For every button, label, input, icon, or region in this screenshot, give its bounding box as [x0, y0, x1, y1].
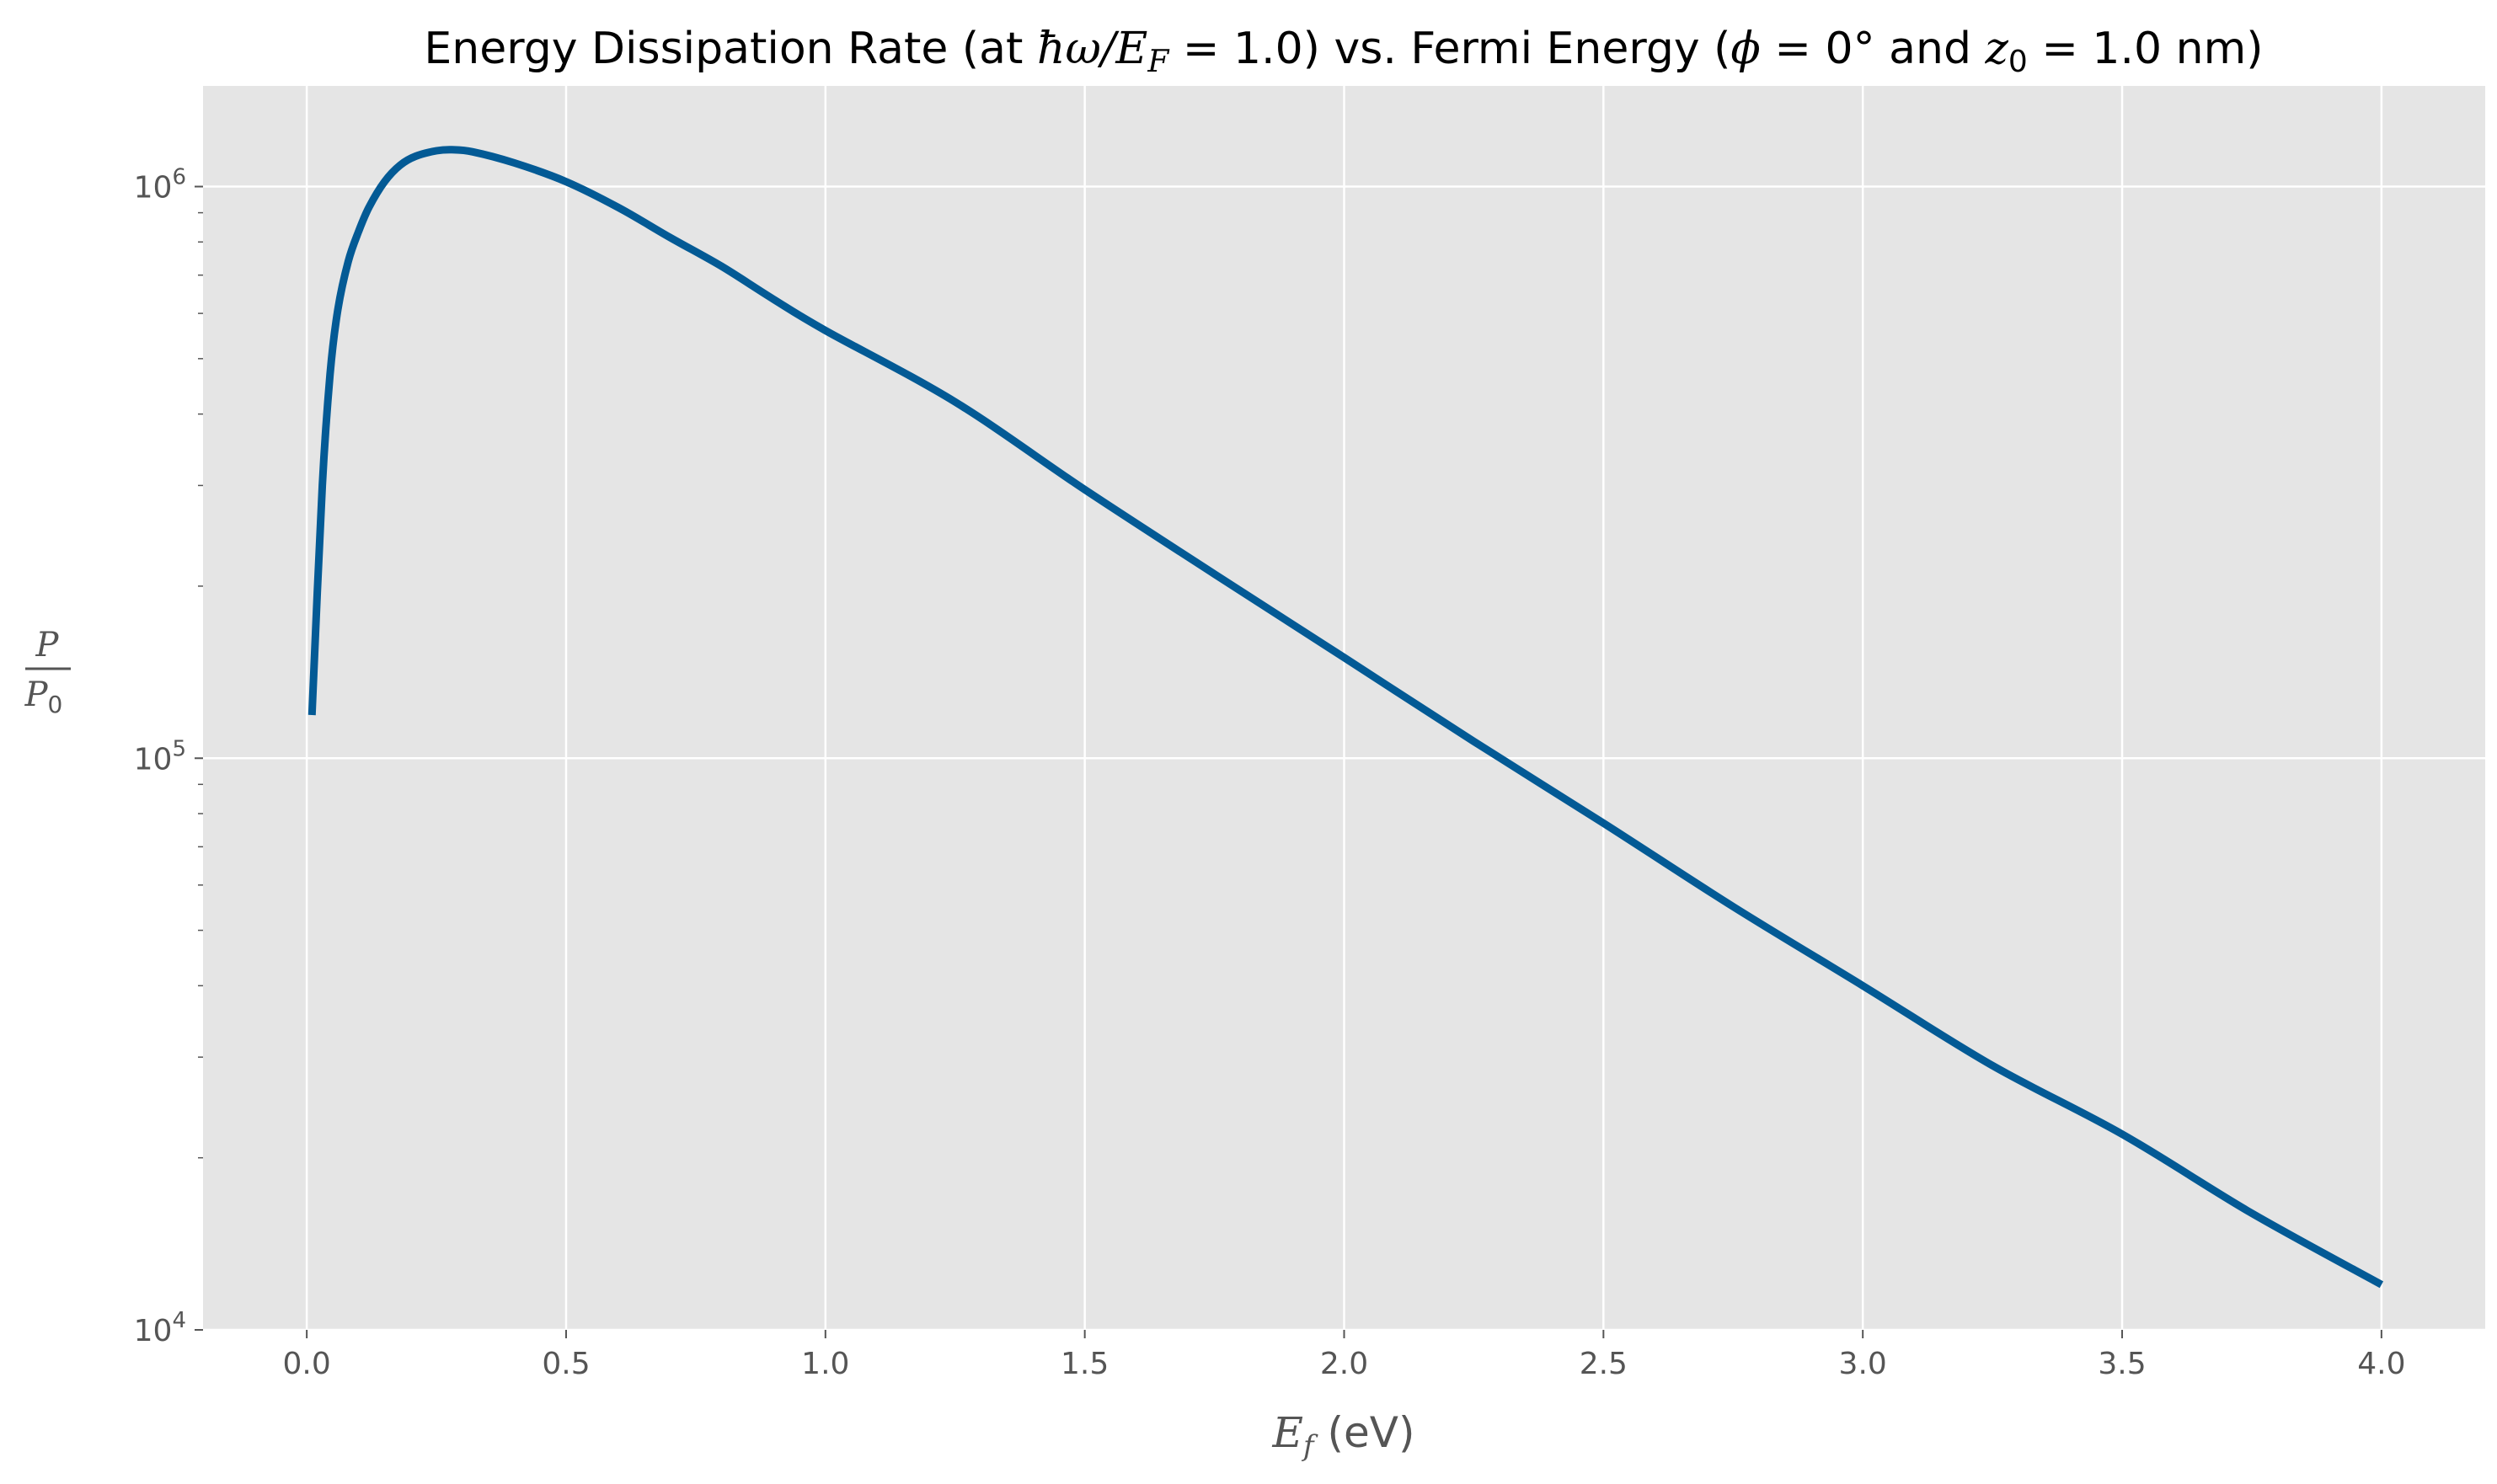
x-axis-ticks: 0.0 0.5 1.0 1.5 2.0 2.5 3.0 3.5 4.0 [283, 1330, 2405, 1381]
y-tick-label-base: 10 [134, 1314, 173, 1348]
series-line [307, 146, 2384, 1289]
title-prefix: Energy Dissipation Rate (at [424, 24, 1037, 74]
title-math-ratio-sub: F [1147, 45, 1170, 79]
y-axis-label-denominator-var: P [24, 675, 49, 714]
x-axis-label-var: E [1272, 1408, 1304, 1457]
x-tick-label: 3.0 [1839, 1347, 1887, 1381]
y-tick-label: 104 [134, 1308, 186, 1348]
y-tick-label-exponent: 5 [172, 736, 186, 761]
x-axis-label: Ef (eV) [1272, 1408, 1415, 1463]
title-math-ratio: ħω/E [1037, 24, 1147, 74]
x-tick-label: 3.5 [2098, 1347, 2146, 1381]
y-axis-label-numerator: P [35, 626, 60, 665]
x-tick-label: 4.0 [2357, 1347, 2405, 1381]
x-tick-label: 0.0 [283, 1347, 331, 1381]
chart-title: Energy Dissipation Rate (at ħω/EF = 1.0)… [424, 24, 2263, 79]
title-mid1: = 1.0) vs. Fermi Energy ( [1168, 24, 1730, 74]
y-tick-label-exponent: 4 [172, 1308, 186, 1333]
y-minor-ticks [198, 211, 203, 1159]
x-tick-label: 1.0 [801, 1347, 849, 1381]
title-math-phi: ϕ [1730, 24, 1760, 74]
y-tick-label: 106 [134, 165, 186, 206]
title-math-z-sub: 0 [2008, 45, 2028, 79]
y-tick-label-base: 10 [134, 742, 173, 777]
y-tick-label-exponent: 6 [172, 165, 186, 190]
x-tick-label: 1.5 [1061, 1347, 1109, 1381]
y-axis-label-denominator-sub: 0 [48, 691, 63, 718]
x-tick-label: 2.5 [1580, 1347, 1628, 1381]
y-tick-label-base: 10 [134, 171, 173, 206]
x-tick-label: 0.5 [542, 1347, 590, 1381]
y-tick-label: 105 [134, 736, 186, 777]
y-axis-label: P P0 [24, 626, 71, 718]
title-suffix: = 1.0 nm) [2028, 24, 2264, 74]
title-mid2: = 0° and [1761, 24, 1986, 74]
x-axis-label-unit: (eV) [1314, 1408, 1415, 1457]
title-math-z: z [1984, 24, 2008, 74]
y-axis-label-denominator: P0 [24, 675, 63, 718]
x-tick-label: 2.0 [1320, 1347, 1368, 1381]
